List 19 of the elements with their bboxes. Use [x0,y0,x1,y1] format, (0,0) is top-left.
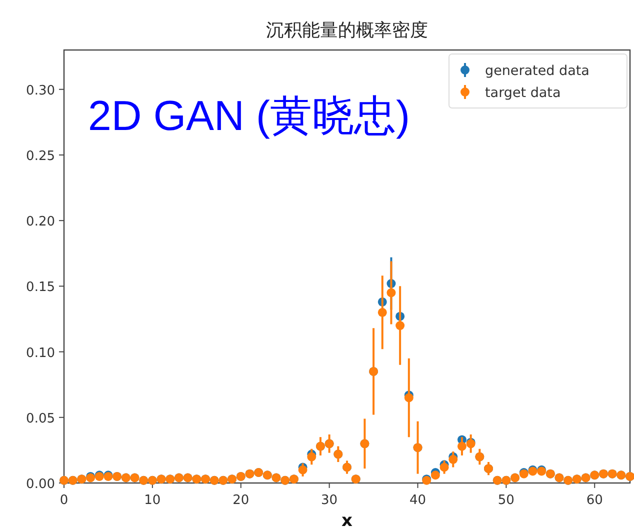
y-tick-label: 0.05 [26,411,55,426]
y-tick-label: 0.10 [26,346,55,361]
legend-label: generated data [485,63,590,79]
x-axis-title: x [342,511,353,531]
x-tick-label: 10 [144,493,161,508]
chart-title: 沉积能量的概率密度 [266,20,428,41]
annotation: 2D GAN (黄晓忠) [88,92,410,139]
y-tick-label: 0.20 [26,214,55,230]
y-tick-label: 0.15 [26,280,55,296]
y-tick-label: 0.25 [26,148,55,164]
y-tick-label: 0.30 [26,83,55,98]
x-tick-label: 60 [586,493,603,508]
legend-label: target data [485,85,561,101]
x-tick-label: 0 [60,493,68,508]
x-tick-label: 40 [409,493,426,508]
y-tick-label: 0.00 [26,477,55,492]
x-tick-label: 30 [321,493,338,508]
x-tick-label: 20 [232,493,250,508]
x-tick-label: 50 [498,493,514,508]
